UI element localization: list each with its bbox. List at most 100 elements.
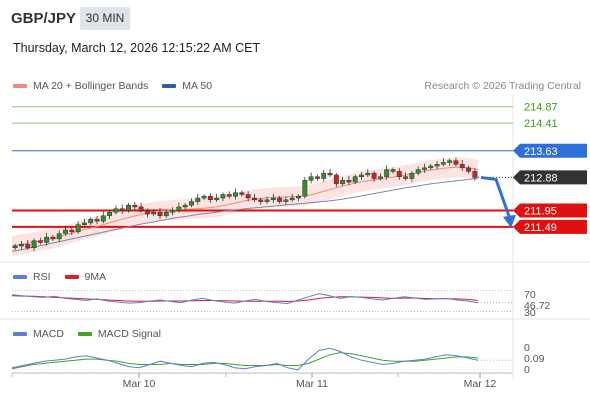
legend-ma20-label: MA 20 + Bollinger Bands: [33, 80, 149, 92]
candle-body: [245, 194, 251, 199]
candle-body: [239, 192, 245, 195]
candle-body: [31, 240, 37, 249]
legend-macd: MACD: [13, 328, 64, 340]
legend-9ma: 9MA: [64, 271, 107, 283]
candle-body: [264, 199, 270, 202]
level-tag-211.49: [513, 219, 587, 234]
current-price-tag: [513, 170, 587, 185]
candle-body: [447, 160, 453, 163]
candle-body: [422, 167, 427, 170]
candle-body: [81, 222, 87, 225]
main-legend: MA 20 + Bollinger Bands MA 50: [13, 80, 226, 92]
candle-body: [396, 171, 402, 177]
candle-body: [459, 164, 465, 169]
legend-rsi: RSI: [13, 271, 51, 283]
level-tag-213.63: [513, 143, 587, 158]
candle-body: [434, 164, 440, 167]
candle-body: [201, 196, 207, 199]
chart-header: GBP/JPY 30 MIN: [0, 0, 590, 36]
time-tick-label: Mar 10: [123, 378, 156, 390]
macd-line: [11, 347, 479, 371]
candle-body: [258, 199, 264, 202]
candle-body: [428, 165, 434, 169]
legend-macd-label: MACD: [33, 328, 64, 340]
candle-body: [75, 224, 81, 233]
rsi-legend: RSI 9MA: [13, 271, 120, 283]
candle-body: [50, 236, 56, 240]
level-label-214.41: 214.41: [524, 118, 558, 130]
level-tag-211.95: [513, 203, 587, 218]
candle-body: [302, 180, 308, 197]
candle-body: [25, 243, 31, 249]
level-label-214.87: 214.87: [524, 102, 558, 114]
candle-body: [220, 194, 226, 199]
forecast-arrow-shaft: [480, 175, 512, 220]
ma50-line: [11, 177, 479, 252]
macd-signal-line: [11, 352, 479, 370]
timeframe-button[interactable]: 30 MIN: [80, 7, 130, 30]
candle-body: [346, 180, 352, 183]
candle-body: [371, 172, 377, 179]
legend-macd-swatch: [13, 332, 27, 336]
candle-body: [107, 212, 113, 217]
symbol-title: GBP/JPY: [11, 10, 77, 27]
macd-legend: MACD MACD Signal: [13, 328, 175, 340]
macd-tick-bottom: 0: [524, 364, 530, 376]
candle-body: [170, 210, 176, 213]
rsi-line: [11, 293, 479, 305]
candle-body: [289, 197, 295, 201]
bollinger-band-area: [12, 157, 478, 256]
candle-body: [296, 196, 301, 199]
candle-body: [440, 162, 446, 165]
chart-datetime: Thursday, March 12, 2026 12:15:22 AM CET: [13, 41, 261, 55]
legend-ma50-label: MA 50: [182, 80, 213, 92]
candle-body: [226, 194, 232, 197]
current-price-label: 212.88: [524, 172, 558, 184]
candle-body: [207, 196, 213, 201]
rsi-last-value: 46.72: [524, 300, 550, 312]
candle-body: [377, 176, 383, 179]
legend-rsi-swatch: [13, 275, 27, 279]
legend-ma50-swatch: [162, 84, 177, 88]
candle-body: [126, 204, 131, 211]
macd-last-value: 0.09: [524, 353, 545, 365]
candle-body: [365, 172, 371, 176]
forecast-arrow-head: [503, 214, 516, 228]
macd-tick-top: 0: [524, 342, 530, 354]
legend-macd-signal-label: MACD Signal: [97, 328, 161, 340]
candle-body: [308, 176, 314, 181]
legend-9ma-label: 9MA: [84, 271, 107, 283]
candle-body: [176, 206, 182, 211]
legend-macd-signal-swatch: [77, 332, 92, 336]
legend-ma20-swatch: [13, 84, 27, 88]
candle-body: [12, 245, 18, 249]
candle-body: [163, 212, 169, 217]
candle-body: [466, 167, 472, 172]
candle-body: [94, 219, 100, 222]
candle-body: [352, 176, 358, 183]
legend-ma20: MA 20 + Bollinger Bands: [13, 80, 148, 92]
time-tick-label: Mar 11: [296, 378, 328, 390]
candle-body: [63, 229, 68, 234]
rsi-tick-30: 30: [524, 307, 536, 319]
candle-body: [333, 174, 339, 185]
candle-body: [88, 219, 94, 224]
candle-body: [415, 169, 421, 174]
candle-body: [138, 206, 144, 211]
candle-body: [403, 176, 409, 179]
research-credit: Research © 2026 Trading Central: [424, 80, 581, 92]
candle-body: [390, 169, 396, 172]
candle-body: [157, 212, 163, 217]
time-tick-label: Mar 12: [464, 378, 497, 390]
legend-rsi-label: RSI: [33, 271, 51, 283]
candle-body: [18, 243, 24, 247]
candle-body: [214, 197, 220, 201]
level-label-211.49: 211.49: [524, 222, 557, 234]
level-label-213.63: 213.63: [524, 146, 558, 158]
candle-body: [283, 199, 289, 202]
candle-body: [321, 172, 327, 179]
candle-body: [453, 160, 459, 165]
candle-body: [144, 210, 150, 215]
candle-body: [189, 201, 194, 206]
